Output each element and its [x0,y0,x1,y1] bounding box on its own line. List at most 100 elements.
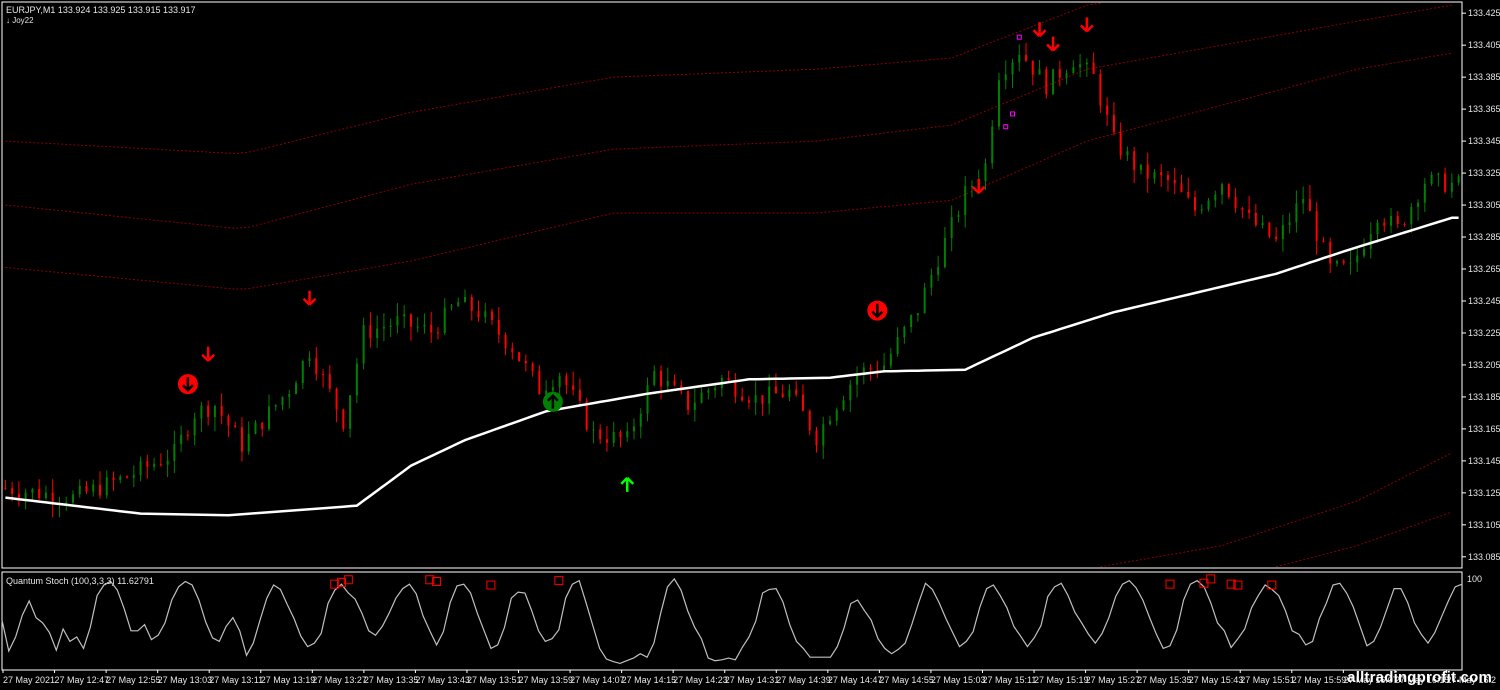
candle[interactable] [842,395,845,412]
price-axis[interactable]: 133.425 133.405 133.385 133.365 133.345 133.3… [1462,8,1500,562]
candle[interactable] [1241,206,1244,219]
candle[interactable] [937,255,940,282]
candle[interactable] [1045,66,1048,99]
candle[interactable] [795,381,798,397]
candle[interactable] [315,347,318,381]
candle[interactable] [281,396,284,411]
candle[interactable] [747,395,750,409]
candle[interactable] [943,226,946,269]
candle[interactable] [876,360,879,378]
candle[interactable] [1315,201,1318,255]
candle[interactable] [1065,69,1068,85]
candle[interactable] [801,384,804,412]
candle[interactable] [1018,44,1021,72]
candle[interactable] [1072,60,1075,74]
candle[interactable] [538,365,541,395]
candle[interactable] [159,453,162,467]
candle[interactable] [153,457,156,471]
candle[interactable] [274,404,277,411]
candle[interactable] [267,394,270,432]
candle[interactable] [389,318,392,338]
candle[interactable] [409,313,412,341]
candle[interactable] [240,417,243,462]
candle[interactable] [666,367,669,393]
candle[interactable] [349,394,352,438]
candle[interactable] [720,374,723,397]
candle[interactable] [288,389,291,409]
candle[interactable] [443,298,446,335]
candle[interactable] [781,384,784,398]
candle[interactable] [997,72,1000,130]
candle[interactable] [464,289,467,303]
candle[interactable] [99,471,102,499]
candle[interactable] [741,387,744,402]
candle[interactable] [119,474,122,484]
candle[interactable] [605,426,608,452]
candle[interactable] [788,384,791,402]
candle[interactable] [173,430,176,474]
candle[interactable] [565,372,568,395]
candle[interactable] [524,354,527,372]
candle[interactable] [612,421,615,447]
candle[interactable] [423,313,426,334]
candle[interactable] [477,300,480,322]
candle[interactable] [714,384,717,398]
candle[interactable] [1112,101,1115,136]
candle[interactable] [1221,182,1224,205]
candle[interactable] [1417,199,1420,221]
candle[interactable] [295,380,298,395]
candle[interactable] [896,327,899,357]
candle[interactable] [1180,174,1183,193]
candle[interactable] [4,479,7,490]
candle[interactable] [1349,250,1352,275]
candle[interactable] [1281,214,1284,252]
candle[interactable] [193,412,196,446]
candle[interactable] [680,380,683,395]
candle[interactable] [1342,259,1345,265]
candle[interactable] [578,378,581,407]
candle[interactable] [1430,171,1433,186]
candle[interactable] [511,342,514,360]
candle[interactable] [213,404,216,432]
candle[interactable] [1004,60,1007,90]
candle[interactable] [1423,178,1426,213]
candle[interactable] [504,332,507,356]
candle[interactable] [105,470,108,499]
candle[interactable] [1356,247,1359,273]
candle[interactable] [970,180,973,198]
candle[interactable] [1160,164,1163,187]
candle[interactable] [1038,59,1041,75]
candle[interactable] [58,496,61,518]
candle[interactable] [436,327,439,340]
candle[interactable] [1133,146,1136,184]
candle[interactable] [484,302,487,323]
candle[interactable] [903,325,906,344]
candle[interactable] [991,120,994,169]
candle[interactable] [856,366,859,398]
candle[interactable] [727,370,730,382]
candle[interactable] [1295,190,1298,233]
candle[interactable] [1146,152,1149,193]
candle[interactable] [254,420,257,435]
candle[interactable] [916,313,919,322]
candle[interactable] [1275,227,1278,242]
candle[interactable] [1248,195,1251,219]
candle[interactable] [883,353,886,374]
candle[interactable] [1200,204,1203,215]
candle[interactable] [1099,69,1102,113]
candle[interactable] [849,380,852,413]
candle[interactable] [1173,167,1176,195]
candle[interactable] [71,490,74,506]
candle[interactable] [112,471,115,492]
candle[interactable] [328,364,331,393]
candle[interactable] [660,365,663,400]
candle[interactable] [693,388,696,422]
candle[interactable] [38,479,41,501]
candle[interactable] [322,369,325,388]
candle[interactable] [132,465,135,488]
candle[interactable] [734,373,737,404]
candle[interactable] [558,372,561,398]
candle[interactable] [457,297,460,307]
candle[interactable] [1383,218,1386,232]
candle[interactable] [355,358,358,404]
